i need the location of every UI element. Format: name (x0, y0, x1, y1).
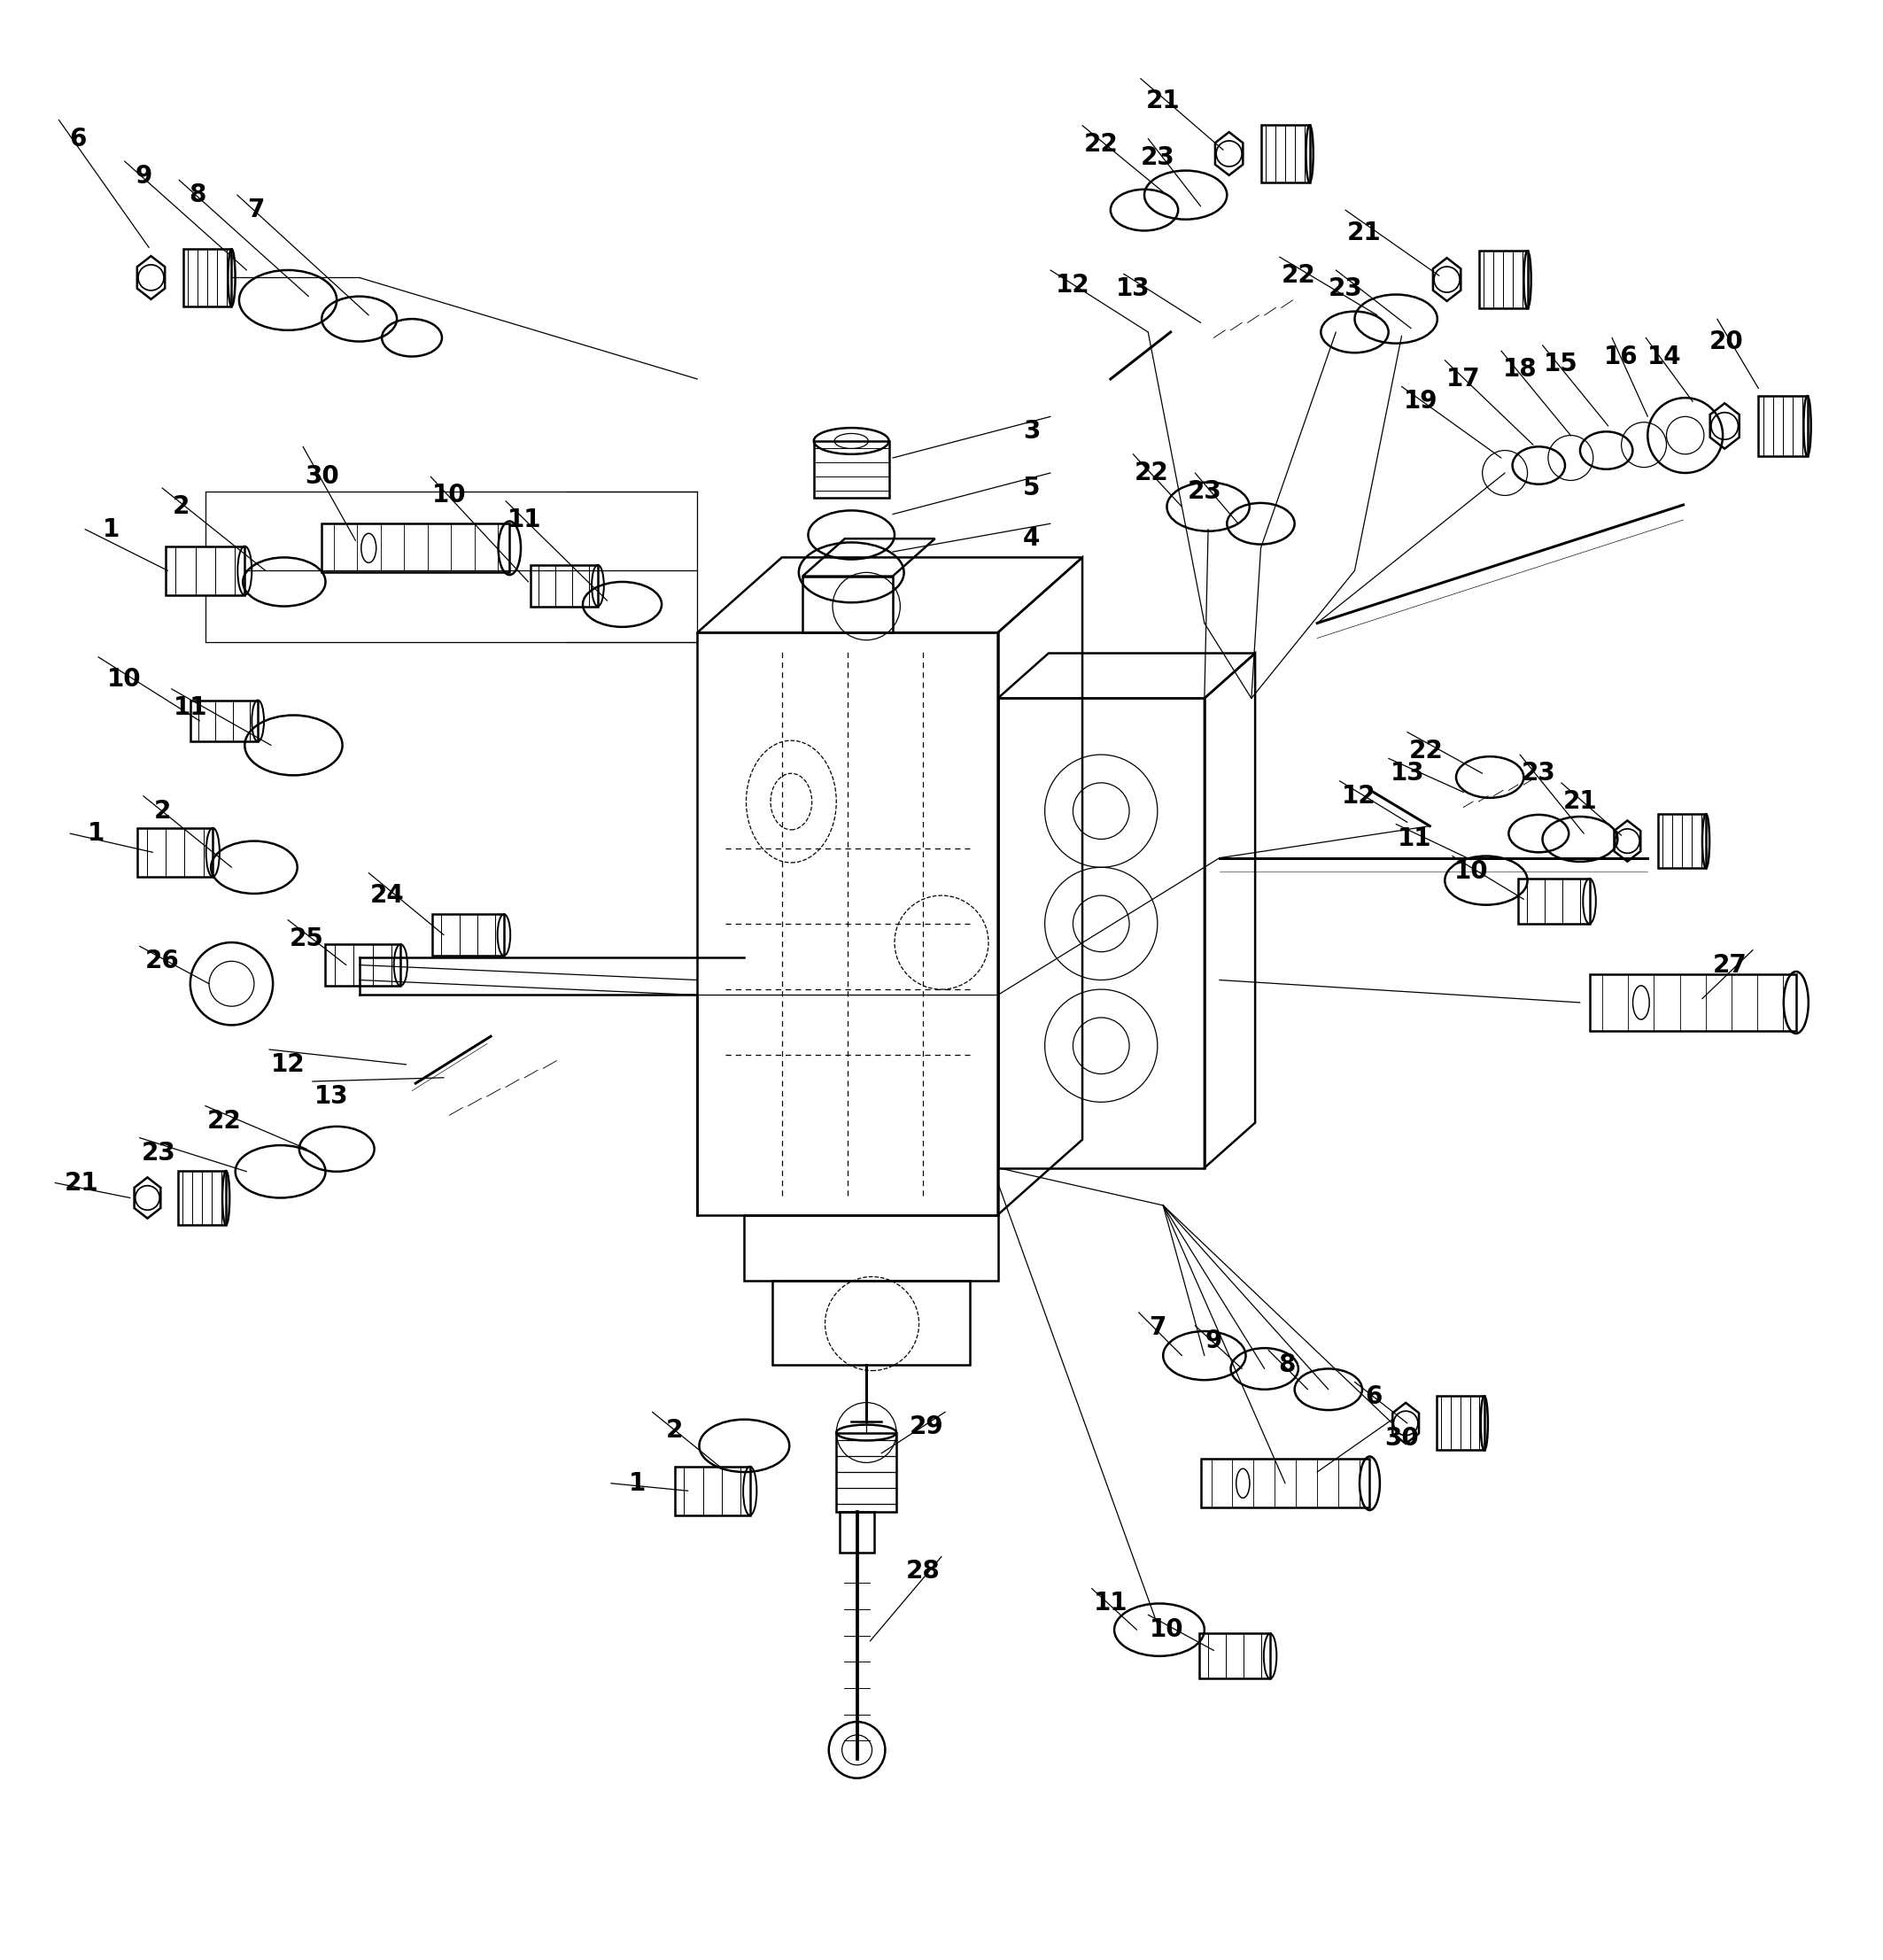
Text: 20: 20 (1710, 329, 1744, 355)
Text: 1: 1 (629, 1470, 646, 1495)
Text: 7: 7 (1149, 1315, 1166, 1341)
Text: 23: 23 (1328, 276, 1363, 302)
Text: 24: 24 (371, 884, 405, 907)
Text: 30: 30 (1384, 1425, 1418, 1450)
Bar (183, 249, 232, 306)
Bar (697, 633, 998, 1215)
Bar (1478, 251, 1527, 308)
Text: 13: 13 (1117, 276, 1151, 302)
Text: 18: 18 (1503, 357, 1537, 382)
Bar (1437, 1396, 1484, 1450)
Text: 23: 23 (1141, 145, 1175, 171)
Text: 23: 23 (141, 1141, 175, 1164)
Bar (166, 547, 245, 596)
Text: 8: 8 (188, 182, 207, 208)
Text: 22: 22 (1135, 461, 1169, 486)
Text: 22: 22 (1280, 263, 1316, 288)
Text: 29: 29 (909, 1415, 943, 1439)
Text: 11: 11 (1094, 1592, 1128, 1615)
Bar (326, 945, 401, 986)
Bar (674, 1466, 749, 1515)
Bar (1201, 1458, 1369, 1507)
Bar (1518, 878, 1589, 923)
Text: 13: 13 (1390, 760, 1424, 786)
Text: 4: 4 (1022, 527, 1039, 551)
Bar (1199, 1633, 1271, 1678)
Bar (177, 1170, 226, 1225)
Text: 26: 26 (145, 949, 179, 974)
Text: 22: 22 (1408, 739, 1442, 762)
Bar (813, 441, 889, 498)
Text: 17: 17 (1446, 367, 1480, 392)
Text: 14: 14 (1648, 345, 1682, 368)
Text: 11: 11 (508, 508, 542, 533)
Text: 10: 10 (433, 482, 467, 508)
Text: 7: 7 (247, 198, 266, 221)
Bar (322, 523, 510, 572)
Bar (836, 1433, 896, 1511)
Text: 13: 13 (314, 1084, 348, 1109)
Text: 11: 11 (173, 696, 207, 719)
Text: 12: 12 (1056, 272, 1090, 298)
Text: 19: 19 (1403, 390, 1437, 414)
Bar (531, 564, 597, 606)
Text: 28: 28 (906, 1558, 940, 1584)
Text: 10: 10 (107, 666, 141, 692)
Text: 1: 1 (89, 821, 105, 847)
Text: 9: 9 (136, 165, 153, 188)
Bar (1657, 813, 1706, 868)
Bar (772, 1280, 970, 1364)
Text: 22: 22 (207, 1109, 241, 1133)
Text: 10: 10 (1151, 1617, 1184, 1642)
Bar (840, 1511, 874, 1552)
Text: 21: 21 (1147, 88, 1181, 114)
Bar (998, 698, 1205, 1168)
Text: 23: 23 (1188, 480, 1222, 504)
Text: 9: 9 (1205, 1329, 1222, 1352)
Bar (137, 827, 213, 876)
Text: 5: 5 (1022, 476, 1039, 500)
Text: 21: 21 (1563, 790, 1597, 813)
Text: 8: 8 (1279, 1352, 1296, 1378)
Text: 10: 10 (1454, 858, 1488, 884)
Text: 27: 27 (1714, 953, 1747, 978)
Bar (1589, 974, 1796, 1031)
Text: 2: 2 (667, 1419, 684, 1443)
Text: 12: 12 (1341, 784, 1376, 808)
Text: 23: 23 (1521, 760, 1555, 786)
Text: 11: 11 (1397, 827, 1431, 851)
Bar (190, 700, 258, 741)
Text: 2: 2 (173, 494, 190, 519)
Bar (1262, 125, 1309, 182)
Text: 30: 30 (305, 465, 339, 490)
Text: 21: 21 (64, 1170, 98, 1196)
Bar (744, 1215, 998, 1280)
Text: 15: 15 (1544, 351, 1578, 376)
Text: 2: 2 (154, 798, 171, 823)
Text: 6: 6 (70, 125, 87, 151)
Text: 25: 25 (290, 927, 324, 951)
Bar (802, 576, 893, 633)
Text: 6: 6 (1365, 1384, 1382, 1409)
Text: 21: 21 (1346, 220, 1380, 245)
Text: 16: 16 (1604, 345, 1638, 368)
Text: 22: 22 (1085, 131, 1119, 157)
Text: 1: 1 (104, 517, 121, 541)
Bar (433, 913, 505, 956)
Text: 12: 12 (271, 1053, 305, 1076)
Text: 3: 3 (1022, 419, 1039, 445)
Bar (1759, 396, 1808, 457)
